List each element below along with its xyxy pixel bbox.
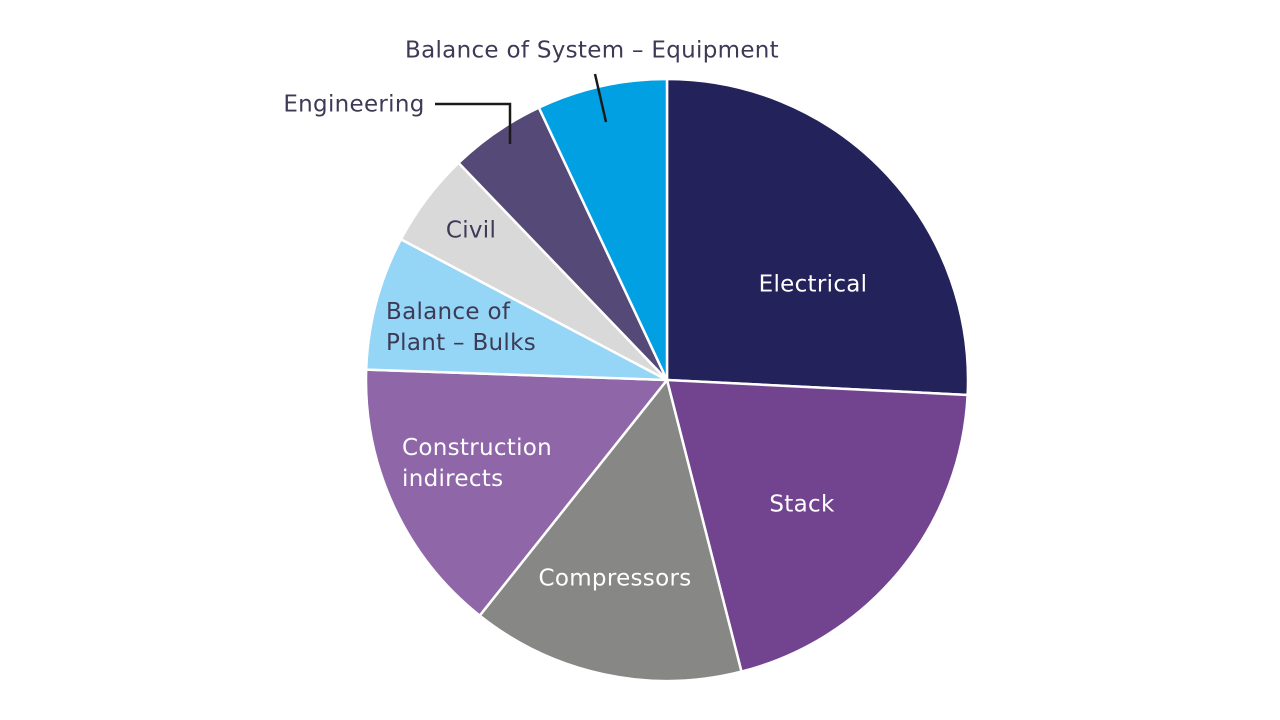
- slice-label-compressors: Compressors: [538, 566, 691, 592]
- slice-label-engineering: Engineering: [283, 92, 424, 118]
- slice-labels: Electrical Stack Compressors Construction in…: [283, 38, 867, 592]
- slice-label-balance-of-system-equipment: Balance of System – Equipment: [405, 38, 779, 64]
- leader-line-balance-of-system-equipment: [593, 73, 608, 123]
- leader-lines: [435, 73, 608, 144]
- pie-slices: [364, 77, 970, 683]
- pie-slice-balance-of-plant-bulks: [364, 238, 669, 382]
- slice-label-stack: Stack: [769, 492, 835, 518]
- slice-label-electrical: Electrical: [759, 272, 868, 298]
- slice-label-balance-of-plant-bulks: Balance of Plant – Bulks: [386, 299, 536, 356]
- leader-line-engineering: [435, 102, 512, 144]
- slice-label-construction-indirects: Construction indirects: [402, 435, 552, 492]
- pie-slice-electrical: [665, 77, 970, 397]
- pie-slice-construction-indirects: [364, 368, 669, 617]
- slice-label-civil: Civil: [446, 218, 496, 244]
- pie-slice-stack: [665, 378, 969, 673]
- pie-slice-compressors: [478, 378, 743, 683]
- pie-slice-balance-of-system-equipment: [537, 77, 669, 382]
